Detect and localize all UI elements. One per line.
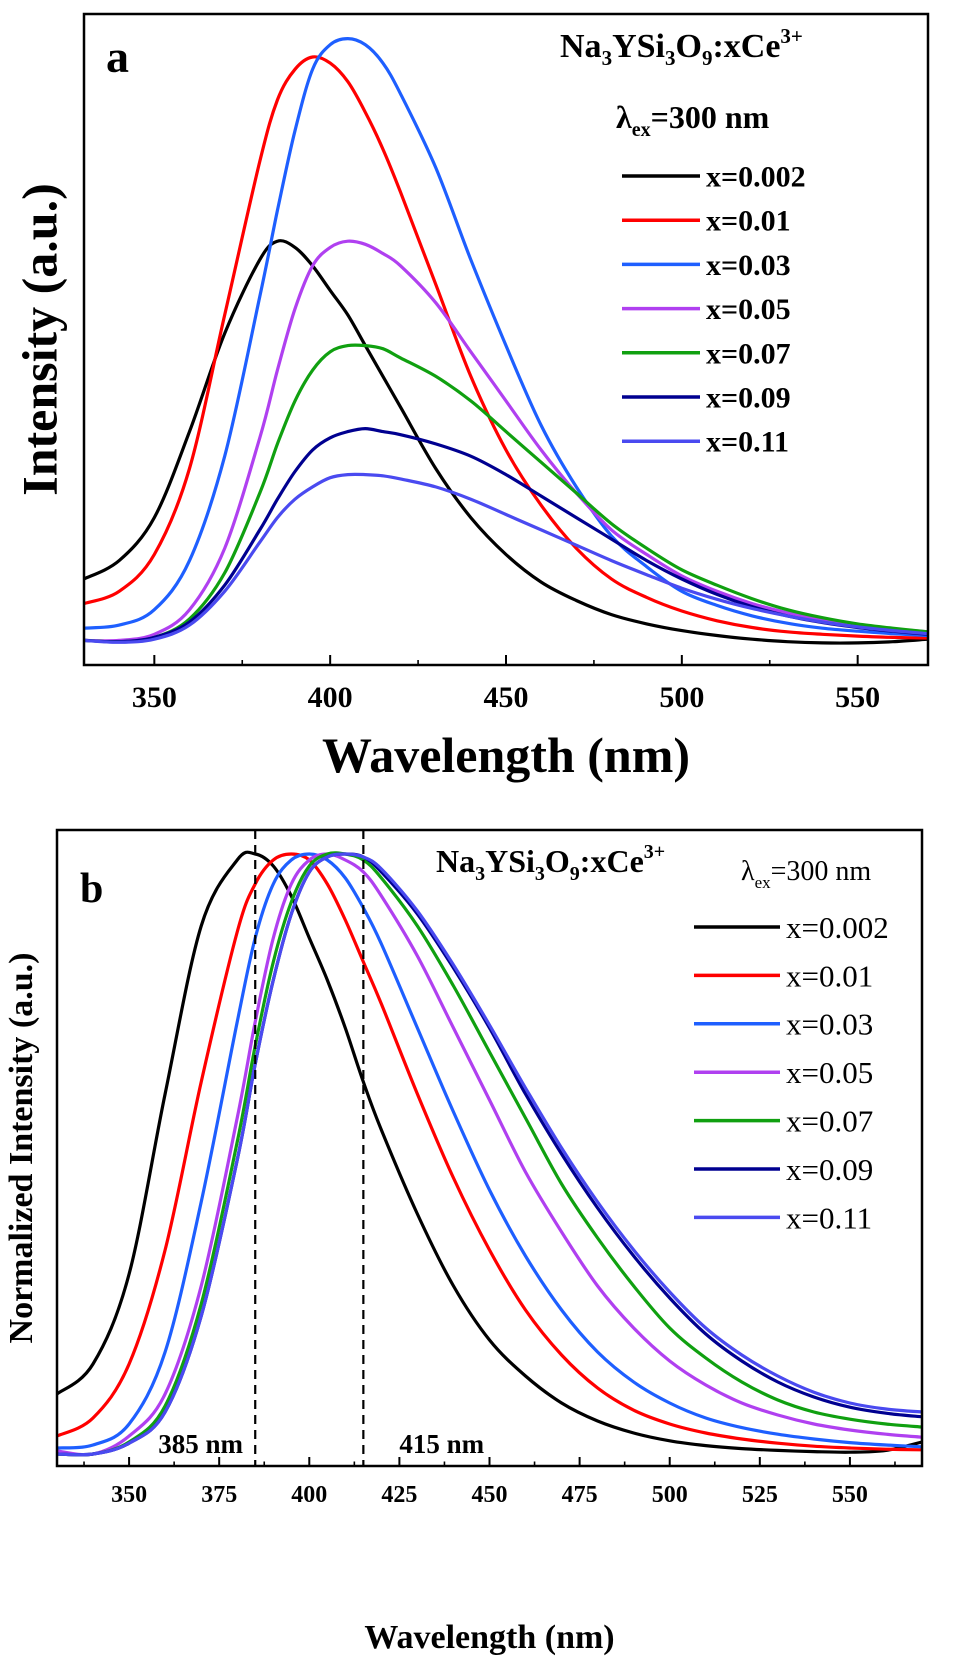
chart-panel-b: 385 nm 415 nm 350 375 400 425 450 475 500 525 550 W… — [3, 828, 924, 1656]
formula-subscript: 3 — [535, 863, 545, 885]
series-line-x-0-09 — [84, 427, 928, 644]
legend-entry: x=0.01 — [786, 958, 873, 993]
legend-entry: x=0.07 — [786, 1103, 873, 1138]
x-axis-label: Wavelength (nm) — [322, 727, 690, 783]
x-tick-label: 350 — [132, 681, 177, 714]
x-tick-label: 475 — [562, 1482, 598, 1508]
legend: x=0.002 x=0.01 x=0.03 x=0.05 x=0.07 x=0.09 x=0… — [622, 161, 806, 459]
excitation-value: =300 nm — [651, 99, 770, 135]
plot-frame — [82, 12, 930, 667]
formula-subscript: 9 — [570, 863, 580, 885]
x-tick-label: 425 — [381, 1482, 417, 1508]
legend-entry: x=0.11 — [786, 1200, 872, 1235]
series-line-x-0-11 — [84, 472, 928, 644]
excitation-subscript: ex — [755, 873, 772, 892]
formula-label: Na3YSi3O9:xCe3+ — [436, 841, 665, 885]
formula-superscript: 3+ — [780, 24, 802, 48]
excitation-label: λex=300 nm — [741, 856, 871, 892]
legend-entry: x=0.07 — [706, 337, 791, 370]
formula-part: Na — [436, 843, 475, 879]
formula-subscript: 3 — [665, 46, 676, 70]
formula-subscript: 3 — [602, 46, 613, 70]
x-tick-label: 550 — [832, 1482, 868, 1508]
chart-panel-a: 350 400 450 500 550 Wavelength (nm) Intensity … — [11, 12, 930, 783]
x-tick-label: 400 — [308, 681, 353, 714]
legend-entry: x=0.002 — [786, 910, 889, 945]
formula-part: YSi — [485, 843, 535, 879]
formula-subscript: 9 — [702, 46, 713, 70]
legend-entry: x=0.03 — [786, 1007, 873, 1042]
panel-label: b — [80, 866, 103, 912]
formula-subscript: 3 — [475, 863, 485, 885]
x-tick-label: 350 — [111, 1482, 147, 1508]
series-line-x-0-05 — [84, 239, 928, 643]
series-line-x-0-03 — [84, 37, 928, 638]
series-line-x-0-01 — [57, 852, 922, 1452]
formula-superscript: 3+ — [644, 841, 665, 863]
legend-entry: x=0.11 — [706, 426, 789, 459]
series-line-x-0-05 — [57, 852, 922, 1457]
series-group — [57, 850, 922, 1457]
formula-part: O — [675, 28, 701, 65]
excitation-lambda: λ — [616, 99, 632, 135]
legend: x=0.002 x=0.01 x=0.03 x=0.05 x=0.07 x=0.09 x=0… — [694, 910, 889, 1235]
legend-entry: x=0.09 — [706, 382, 791, 415]
x-axis-label: Wavelength (nm) — [364, 1619, 614, 1656]
x-tick-label: 450 — [484, 681, 529, 714]
series-line-x-0-07 — [84, 343, 928, 644]
x-tick-label: 525 — [742, 1482, 778, 1508]
formula-part: Na — [560, 28, 602, 65]
formula-part: :xCe — [712, 28, 780, 65]
x-tick-label: 400 — [291, 1482, 327, 1508]
x-tick-label: 500 — [659, 681, 704, 714]
excitation-subscript: ex — [632, 119, 651, 141]
x-tick-label: 375 — [201, 1482, 237, 1508]
series-group — [84, 37, 928, 645]
series-line-x-0-002 — [84, 239, 928, 645]
excitation-lambda: λ — [741, 856, 755, 887]
series-line-x-0-07 — [57, 851, 922, 1457]
formula-label: Na3YSi3O9:xCe3+ — [560, 24, 803, 70]
x-tick-label: 500 — [652, 1482, 688, 1508]
excitation-label: λex=300 nm — [616, 99, 770, 141]
series-line-x-0-11 — [57, 852, 922, 1457]
x-tick-label: 450 — [472, 1482, 508, 1508]
legend-entry: x=0.05 — [786, 1055, 873, 1090]
series-line-x-0-01 — [84, 55, 928, 640]
annotation-label-415: 415 nm — [399, 1429, 484, 1459]
formula-part: O — [545, 843, 570, 879]
legend-entry: x=0.05 — [706, 293, 791, 326]
annotation-label-385: 385 nm — [158, 1429, 243, 1459]
series-line-x-0-002 — [57, 850, 922, 1454]
legend-entry: x=0.03 — [706, 249, 791, 282]
formula-part: YSi — [612, 28, 665, 65]
y-axis-label: Intensity (a.u.) — [11, 183, 67, 496]
x-tick-label: 550 — [835, 681, 880, 714]
series-line-x-0-03 — [57, 852, 922, 1450]
panel-label: a — [106, 31, 129, 82]
legend-entry: x=0.002 — [706, 161, 806, 194]
formula-part: :xCe — [580, 843, 644, 879]
excitation-value: =300 nm — [771, 856, 872, 887]
y-axis-label: Normalized Intensity (a.u.) — [3, 953, 40, 1344]
legend-entry: x=0.09 — [786, 1152, 873, 1187]
legend-entry: x=0.01 — [706, 205, 791, 238]
